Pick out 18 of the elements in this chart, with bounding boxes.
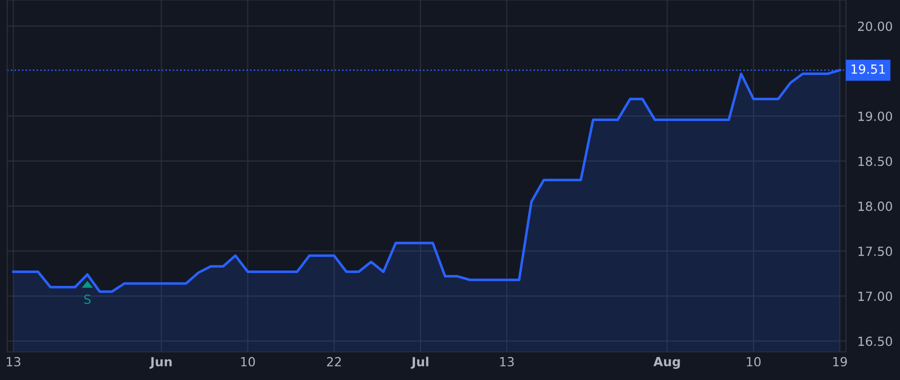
y-tick-label: 18.00: [858, 202, 892, 212]
x-tick-label: 10: [241, 356, 255, 366]
annotation: S: [84, 294, 91, 304]
y-tick-label: 20.00: [858, 22, 892, 32]
y-tick-label: 19.00: [858, 112, 892, 122]
y-tick-label: 17.00: [858, 292, 892, 302]
y-tick-label: 18.50: [858, 156, 892, 166]
x-tick-label: 22: [327, 356, 341, 366]
x-tick-label: 13: [500, 356, 514, 366]
x-tick-label: 10: [746, 356, 761, 366]
x-tick-label: 13: [6, 356, 20, 366]
ref-line-label: 19.51: [852, 64, 885, 74]
x-tick-label: 19: [833, 356, 847, 366]
x-tick-label: Jun: [149, 357, 172, 369]
x-tick-label: Jul: [410, 356, 428, 369]
y-tick-label: 16.50: [858, 336, 892, 346]
x-tick-label: Aug: [653, 357, 680, 369]
y-tick-label: 17.50: [858, 246, 892, 256]
